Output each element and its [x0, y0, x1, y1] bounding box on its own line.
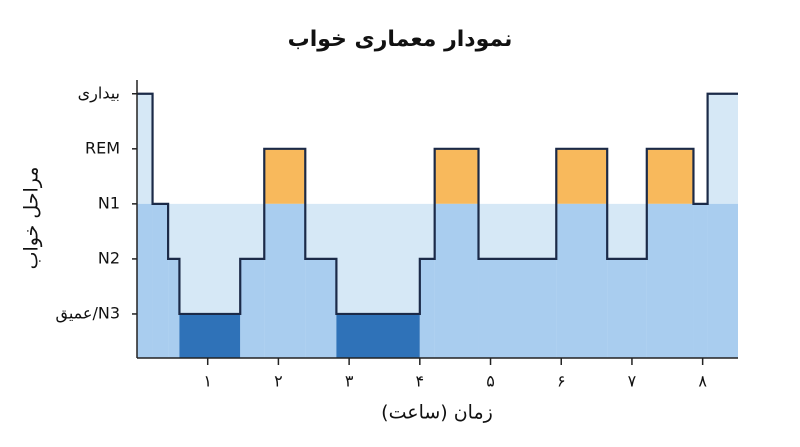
x-tick-label: ۴ [416, 372, 425, 391]
stage-segment [556, 148, 608, 358]
stage-segment [137, 93, 153, 358]
chart-title: نمودار معماری خواب [288, 27, 513, 52]
stage-segment [240, 258, 265, 358]
x-tick-label: ۳ [345, 372, 354, 391]
segment-fill [556, 148, 608, 204]
y-tick-label: عمیق/N3 [55, 303, 120, 323]
segment-fill [607, 258, 647, 358]
segment-fill [137, 93, 153, 204]
x-tick-label: ۲ [274, 372, 283, 391]
x-tick-label: ۱ [203, 372, 212, 391]
y-tick-label: N2 [98, 248, 120, 267]
segment-fill [264, 148, 306, 204]
segment-fill [419, 258, 435, 358]
stage-segment [646, 148, 694, 358]
segment-fill [646, 203, 694, 358]
y-tick-label: بیداری [78, 83, 120, 103]
stage-segment [607, 258, 647, 358]
y-tick-label: REM [85, 138, 120, 157]
stage-segment [264, 148, 306, 358]
x-tick-label: ۸ [698, 372, 707, 391]
segment-fill [264, 203, 306, 358]
stage-segment [434, 148, 479, 358]
segment-fill [305, 258, 337, 358]
segment-fill [693, 203, 708, 358]
stage-segment [168, 258, 180, 358]
stage-segment [478, 258, 557, 358]
x-tick-label: ۷ [628, 372, 637, 391]
segment-fill [179, 313, 241, 358]
segment-fill [434, 203, 479, 358]
stage-segment [305, 258, 337, 358]
x-tick-label: ۶ [557, 372, 566, 391]
segment-fill [556, 203, 608, 358]
hypnogram-line [137, 92, 738, 316]
y-tick-label: N1 [98, 193, 120, 212]
segment-fill [434, 148, 479, 204]
segment-fill [240, 258, 265, 358]
stage-segment [336, 313, 420, 358]
segment-fill [168, 258, 180, 358]
segment-fill [152, 203, 169, 358]
segment-fill [707, 203, 738, 358]
stage-segment [707, 93, 738, 358]
stage-segment [693, 203, 708, 358]
y-axis-label: مراحل خواب [21, 167, 43, 270]
segment-fill [646, 148, 694, 204]
stage-segment [152, 203, 169, 358]
x-axis-label: زمان (ساعت) [381, 402, 493, 424]
segment-fill [707, 93, 738, 204]
stage-segment [419, 258, 435, 358]
segment-fill [336, 313, 420, 358]
x-tick-label: ۵ [486, 372, 495, 391]
stage-segment [179, 313, 241, 358]
segment-fill [137, 203, 153, 358]
segment-fill [478, 258, 557, 358]
